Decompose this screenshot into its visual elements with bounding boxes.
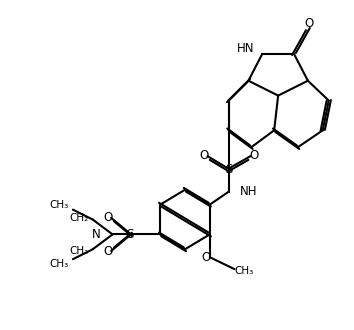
Text: CH₂: CH₂ [69, 213, 88, 222]
Text: O: O [103, 245, 112, 258]
Text: N: N [92, 228, 101, 241]
Text: O: O [250, 148, 259, 162]
Text: HN: HN [237, 43, 254, 55]
Text: O: O [103, 211, 112, 224]
Text: O: O [199, 148, 209, 162]
Text: NH: NH [239, 185, 257, 198]
Text: O: O [304, 17, 314, 30]
Text: CH₂: CH₂ [69, 246, 88, 256]
Text: CH₃: CH₃ [49, 259, 69, 269]
Text: O: O [201, 251, 210, 264]
Text: CH₃: CH₃ [234, 266, 254, 276]
Text: CH₃: CH₃ [49, 200, 69, 210]
Text: S: S [225, 163, 232, 177]
Text: S: S [127, 228, 134, 241]
